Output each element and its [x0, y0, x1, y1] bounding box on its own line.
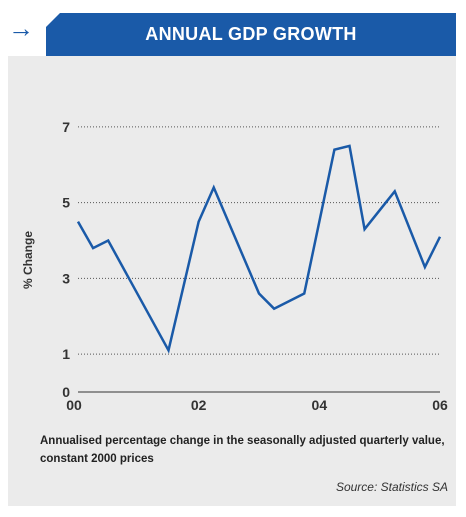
chart-panel [8, 56, 456, 506]
chart-caption: Annualised percentage change in the seas… [40, 435, 445, 465]
right-arrow-icon: → [8, 13, 34, 43]
y-tick-label: 5 [62, 195, 70, 211]
x-tick-label: 02 [191, 397, 207, 413]
series-line [76, 144, 442, 354]
x-tick-label: 06 [432, 397, 448, 413]
x-tick-label: 00 [66, 397, 82, 413]
chart-title: ANNUAL GDP GROWTH [145, 24, 357, 44]
header: → ANNUAL GDP GROWTH [0, 0, 466, 56]
source-note: Source: Statistics SA [335, 480, 448, 494]
x-tick-label: 04 [312, 397, 328, 413]
y-axis-label: % Change [21, 231, 35, 289]
y-tick-label: 1 [62, 346, 70, 362]
y-tick-label: 7 [62, 119, 70, 135]
y-tick-label: 0 [62, 384, 70, 400]
y-tick-label: 3 [62, 270, 70, 286]
title-bar: ANNUAL GDP GROWTH [46, 13, 456, 56]
